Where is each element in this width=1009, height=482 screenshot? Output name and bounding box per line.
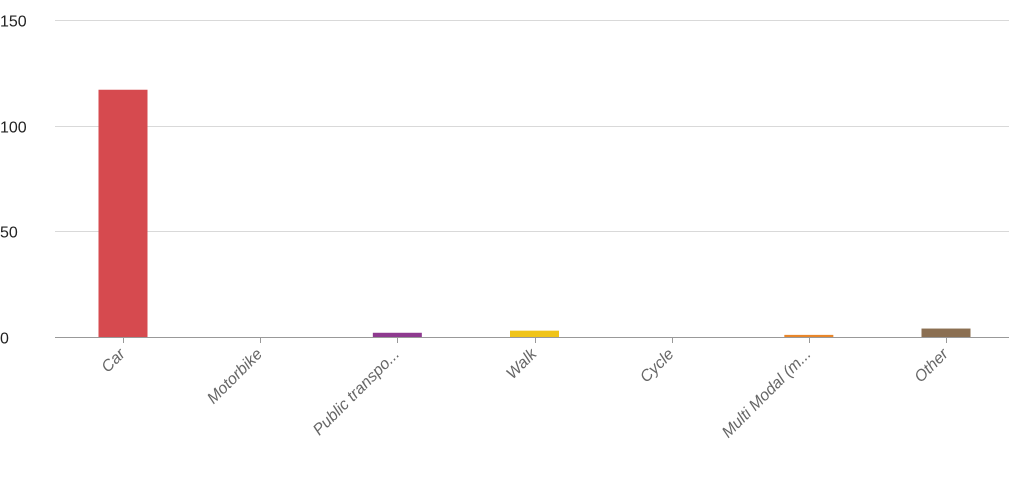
bar-car[interactable] [98,89,148,338]
gridlines [55,20,1009,232]
y-tick-label: 50 [0,225,18,242]
bar-multi-modal-m[interactable] [784,334,834,337]
x-tick-label: Motorbike [204,346,266,408]
bar-walk[interactable] [510,330,559,337]
bar-other[interactable] [921,328,971,337]
bar-public-transpo[interactable] [372,332,422,337]
bars [98,89,971,338]
x-axis-tick-labels: Car Motorbike Public transpo... Walk Cycle Mu… [99,337,953,442]
x-tick-label: Car [99,345,130,376]
x-tick-label: Public transpo... [310,346,403,439]
y-axis-tick-labels: 0 50 100 150 [0,14,27,348]
x-tick-label: Walk [503,345,541,383]
y-tick-label: 100 [0,120,27,137]
y-tick-label: 0 [0,331,9,348]
x-tick-label: Multi Modal (m... [719,346,815,442]
x-tick-label: Cycle [637,346,677,386]
y-tick-label: 150 [0,14,27,31]
x-tick-label: Other [912,345,953,386]
